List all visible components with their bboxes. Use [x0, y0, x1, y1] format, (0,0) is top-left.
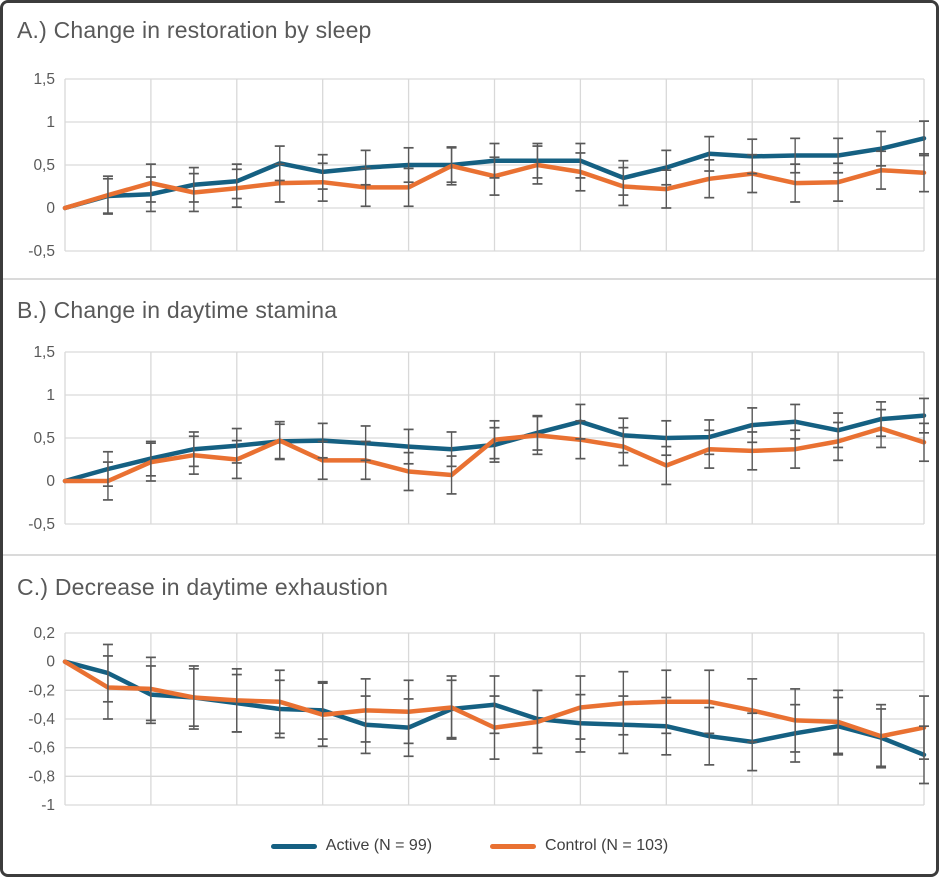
panel-a-chart: 1,5 1 0,5 0 -0,5: [28, 71, 929, 260]
svg-text:-0,8: -0,8: [28, 768, 55, 785]
legend-item-control: Control (N = 103): [490, 837, 668, 855]
svg-text:0,5: 0,5: [33, 430, 55, 447]
svg-text:-1: -1: [41, 797, 55, 814]
panel-a-title: A.) Change in restoration by sleep: [17, 17, 372, 43]
panel-b: 1,5 1 0,5 0 -0,5 B.) Change in daytime stami…: [3, 280, 936, 556]
svg-text:1: 1: [46, 387, 55, 404]
svg-text:-0,6: -0,6: [28, 740, 55, 757]
panel-a: 1,5 1 0,5 0 -0,5 A.) Change in restoration b…: [3, 3, 936, 280]
svg-text:0: 0: [46, 473, 55, 490]
svg-text:0,2: 0,2: [33, 625, 55, 642]
panel-c: 0,2 0 -0,2 -0,4 -0,6 -0,8 -1 C.) Decrease in d…: [3, 556, 936, 874]
svg-text:0: 0: [46, 200, 55, 217]
svg-text:1,5: 1,5: [33, 71, 55, 88]
svg-text:1,5: 1,5: [33, 344, 55, 361]
legend-item-active: Active (N = 99): [270, 837, 433, 855]
svg-text:-0,5: -0,5: [28, 243, 55, 260]
panel-c-chart: 0,2 0 -0,2 -0,4 -0,6 -0,8 -1: [28, 625, 929, 814]
active-line-swatch: [270, 843, 317, 849]
svg-text:-0,2: -0,2: [28, 682, 55, 699]
control-line-swatch: [490, 843, 537, 849]
legend-label-active: Active (N = 99): [325, 837, 433, 854]
panel-b-chart: 1,5 1 0,5 0 -0,5: [28, 344, 929, 533]
svg-text:-0,5: -0,5: [28, 516, 55, 533]
legend: Active (N = 99) Control (N = 103): [3, 837, 936, 855]
svg-text:0,5: 0,5: [33, 157, 55, 174]
panel-c-title: C.) Decrease in daytime exhaustion: [17, 574, 389, 600]
svg-text:0: 0: [46, 654, 55, 671]
panel-b-title: B.) Change in daytime stamina: [17, 297, 338, 323]
svg-text:1: 1: [46, 114, 55, 131]
legend-label-control: Control (N = 103): [545, 837, 669, 854]
svg-text:-0,4: -0,4: [28, 711, 55, 728]
